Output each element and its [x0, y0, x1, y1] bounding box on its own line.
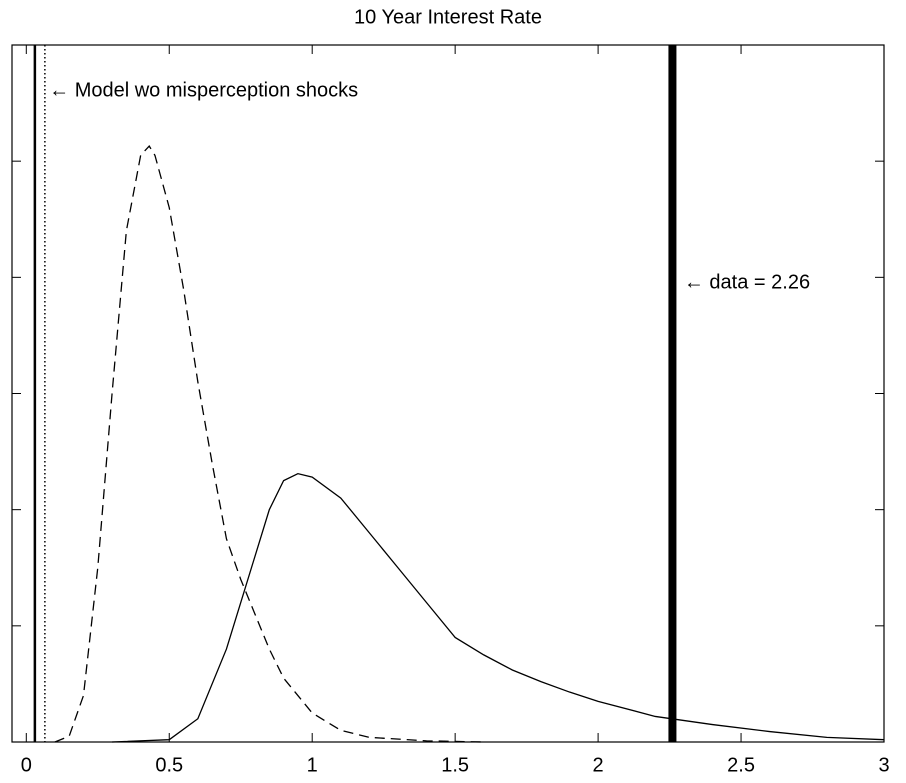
- annotation: ← data = 2.26: [684, 271, 810, 293]
- annotation: ← Model wo misperception shocks: [49, 80, 358, 102]
- series-line: [54, 144, 484, 743]
- x-tick-label: 0: [21, 754, 32, 776]
- x-tick-label: 1.5: [441, 754, 469, 776]
- x-tick-label: 3: [878, 754, 889, 776]
- x-tick-label: 2.5: [727, 754, 755, 776]
- series-line: [112, 472, 885, 743]
- plot-frame: [11, 44, 885, 743]
- chart-title: 10 Year Interest Rate: [354, 6, 542, 28]
- x-tick-label: 2: [593, 754, 604, 776]
- x-tick-label: 1: [307, 754, 318, 776]
- x-tick-label: 0.5: [155, 754, 183, 776]
